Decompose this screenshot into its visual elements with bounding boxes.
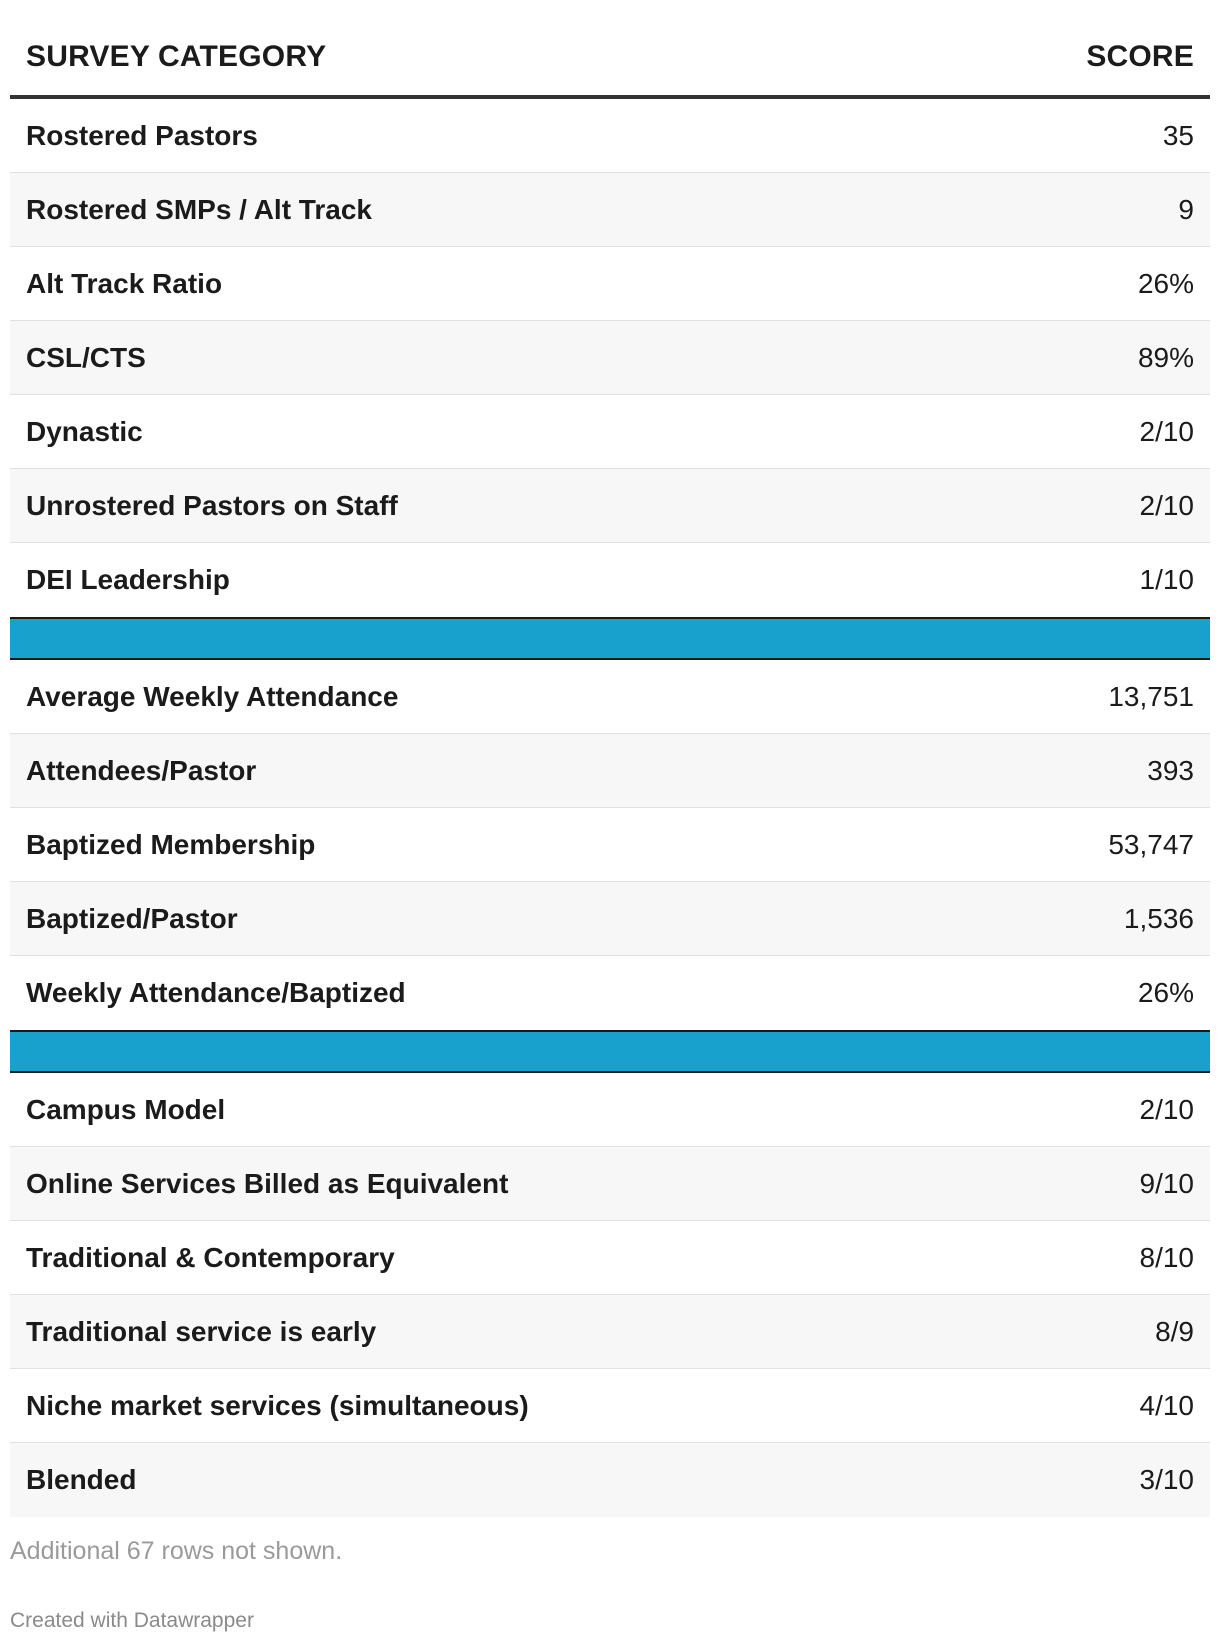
cell-category: Attendees/Pastor [26, 754, 257, 786]
cell-score: 2/10 [1139, 1093, 1195, 1125]
cell-score: 3/10 [1139, 1464, 1195, 1495]
cell-category: Rostered SMPs / Alt Track [26, 193, 372, 225]
cell-score: 2/10 [1139, 489, 1195, 521]
cell-score: 35 [1162, 119, 1194, 151]
table-row: Unrostered Pastors on Staff 2/10 [10, 469, 1210, 543]
column-header-score[interactable]: SCORE [1086, 39, 1194, 73]
cell-score: 393 [1147, 754, 1194, 786]
cell-category: Niche market services (simultaneous) [26, 1389, 529, 1421]
table-header: SURVEY CATEGORY SCORE [10, 0, 1210, 99]
cell-score: 8/9 [1155, 1315, 1194, 1347]
table-row: Baptized Membership 53,747 [10, 808, 1210, 882]
cell-category: Traditional service is early [26, 1315, 377, 1347]
cell-score: 1,536 [1123, 902, 1194, 934]
section-divider [10, 1030, 1210, 1073]
cell-score: 2/10 [1139, 415, 1195, 447]
section-divider [10, 617, 1210, 660]
table-section-services: Campus Model 2/10 Online Services Billed a… [10, 1073, 1210, 1517]
table-row: Rostered SMPs / Alt Track 9 [10, 173, 1210, 247]
cell-category: Campus Model [26, 1093, 226, 1125]
table-row: DEI Leadership 1/10 [10, 543, 1210, 617]
table-row: Rostered Pastors 35 [10, 99, 1210, 173]
cell-category: Alt Track Ratio [26, 267, 223, 299]
cell-category: Online Services Billed as Equivalent [26, 1167, 509, 1199]
cell-score: 4/10 [1139, 1389, 1195, 1421]
cell-category: Traditional & Contemporary [26, 1241, 395, 1273]
cell-score: 26% [1137, 977, 1194, 1008]
cell-category: Blended [26, 1464, 137, 1495]
table-row: Online Services Billed as Equivalent 9/10 [10, 1147, 1210, 1221]
cell-category: Baptized/Pastor [26, 902, 238, 934]
data-table: SURVEY CATEGORY SCORE Rostered Pastors 35… [10, 0, 1210, 1633]
cell-category: CSL/CTS [26, 341, 146, 373]
credit-text: Created with Datawrapper [10, 1609, 254, 1632]
table-row: Weekly Attendance/Baptized 26% [10, 956, 1210, 1030]
table-row: Traditional service is early 8/9 [10, 1295, 1210, 1369]
table-row: Dynastic 2/10 [10, 395, 1210, 469]
table-row: Campus Model 2/10 [10, 1073, 1210, 1147]
cell-score: 13,751 [1108, 680, 1194, 712]
table-row: CSL/CTS 89% [10, 321, 1210, 395]
cell-score: 9 [1178, 193, 1194, 225]
cell-category: Dynastic [26, 415, 143, 447]
cell-category: Baptized Membership [26, 828, 316, 860]
cell-score: 9/10 [1139, 1167, 1195, 1199]
cell-score: 8/10 [1139, 1241, 1195, 1273]
cell-score: 89% [1137, 341, 1194, 373]
table-row: Baptized/Pastor 1,536 [10, 882, 1210, 956]
cell-category: Average Weekly Attendance [26, 680, 399, 712]
cell-category: DEI Leadership [26, 564, 230, 595]
table-row: Niche market services (simultaneous) 4/10 [10, 1369, 1210, 1443]
cell-category: Weekly Attendance/Baptized [26, 977, 406, 1008]
table-notes: Additional 67 rows not shown. [10, 1537, 343, 1565]
cell-category: Rostered Pastors [26, 119, 258, 151]
column-header-category[interactable]: SURVEY CATEGORY [26, 39, 327, 73]
table-row: Blended 3/10 [10, 1443, 1210, 1517]
table-section-attendance: Average Weekly Attendance 13,751 Attendees… [10, 660, 1210, 1030]
cell-category: Unrostered Pastors on Staff [26, 489, 398, 521]
table-row: Traditional & Contemporary 8/10 [10, 1221, 1210, 1295]
table-row: Attendees/Pastor 393 [10, 734, 1210, 808]
cell-score: 53,747 [1108, 828, 1194, 860]
cell-score: 26% [1137, 267, 1194, 299]
table-section-staffing: Rostered Pastors 35 Rostered SMPs / Alt Tr… [10, 99, 1210, 617]
table-row: Average Weekly Attendance 13,751 [10, 660, 1210, 734]
table-row: Alt Track Ratio 26% [10, 247, 1210, 321]
cell-score: 1/10 [1139, 564, 1195, 595]
